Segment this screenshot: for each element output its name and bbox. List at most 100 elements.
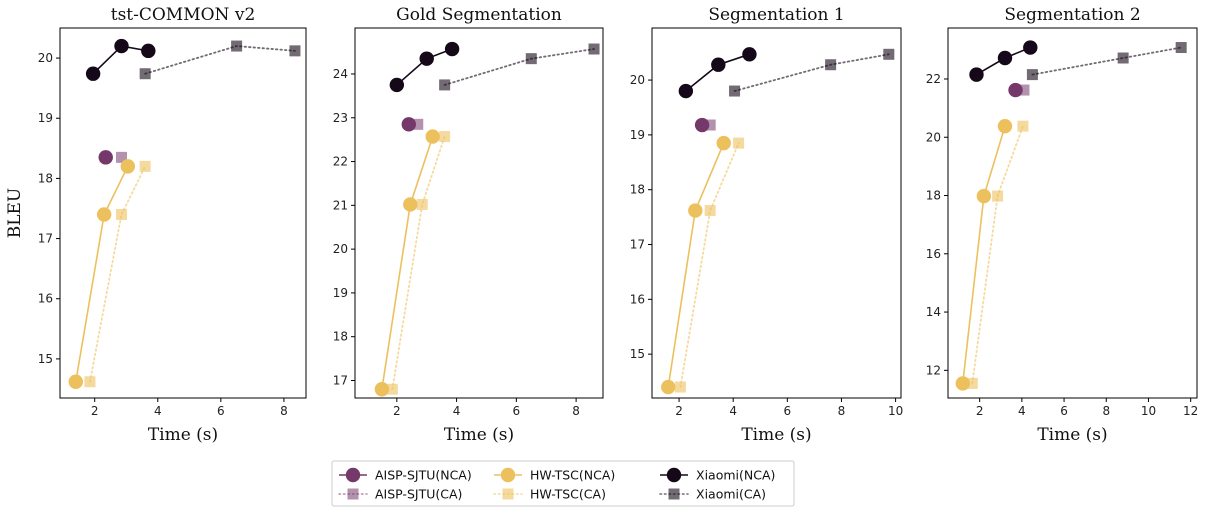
panel-3: 2 4 6 8 10 15 16 17 18 19 20 Segmentation 1 Time (s) — [630, 5, 904, 445]
x-tick-label: 2 — [675, 404, 683, 418]
panel-title: Segmentation 2 — [1004, 5, 1140, 25]
data-point — [96, 207, 112, 222]
data-point — [114, 38, 129, 54]
data-point — [966, 377, 978, 389]
legend-item-hw-tsc-nca: HW-TSC(NCA) — [494, 468, 615, 483]
x-tick-label: 8 — [1102, 404, 1110, 418]
x-tick-label: 2 — [976, 404, 984, 418]
y-tick-label: 14 — [926, 305, 941, 319]
data-point — [116, 151, 127, 163]
y-tick-label: 21 — [333, 198, 348, 212]
y-tick-label: 23 — [333, 111, 348, 125]
series-line — [89, 165, 147, 383]
data-point — [688, 203, 703, 218]
series-line — [443, 48, 595, 86]
series-hw-tsc-nca — [374, 129, 440, 397]
x-axis-label: Time (s) — [1037, 425, 1107, 445]
legend-item-aisp-sjtu-nca: AISP-SJTU(NCA) — [339, 468, 472, 483]
data-point — [733, 137, 745, 149]
legend-marker — [666, 467, 682, 483]
y-tick-label: 17 — [630, 238, 645, 252]
plot-frame — [947, 27, 1198, 399]
series-aisp-sjtu-ca — [116, 151, 127, 163]
data-point — [883, 48, 895, 60]
series-line — [667, 142, 725, 388]
data-point — [694, 117, 710, 133]
data-point — [401, 117, 416, 132]
y-tick-label: 19 — [38, 111, 53, 125]
series-aisp-sjtu-ca — [412, 118, 424, 130]
x-axis-label: Time (s) — [148, 425, 218, 445]
y-tick-label: 15 — [38, 352, 53, 366]
data-point — [997, 50, 1013, 66]
x-tick-label: 4 — [729, 404, 737, 418]
legend-item-xiaomi-ca: Xiaomi(CA) — [659, 487, 766, 502]
y-tick-label: 16 — [38, 292, 53, 306]
data-point — [969, 67, 984, 82]
y-axis-label: BLEU — [5, 188, 25, 239]
data-point — [68, 374, 83, 389]
data-point — [439, 79, 451, 91]
plot-frame — [59, 27, 307, 399]
x-tick-label: 2 — [393, 404, 401, 418]
data-point — [231, 40, 243, 52]
data-point — [997, 118, 1013, 134]
legend-label: Xiaomi(CA) — [696, 487, 766, 502]
series-line — [381, 136, 434, 390]
data-point — [425, 129, 440, 144]
series-xiaomi-nca — [389, 41, 460, 93]
series-line — [679, 142, 740, 388]
legend-label: Xiaomi(NCA) — [696, 468, 775, 483]
y-tick-label: 18 — [630, 183, 645, 197]
legend-marker — [345, 467, 361, 483]
legend: AISP-SJTU(NCA) AISP-SJTU(CA) HW-TSC(NCA) HW… — [331, 460, 795, 507]
y-tick-label: 20 — [333, 242, 348, 256]
y-tick-label: 19 — [333, 286, 348, 300]
y-tick-label: 18 — [38, 171, 53, 185]
legend-item-hw-tsc-ca: HW-TSC(CA) — [493, 487, 606, 502]
plot-frame — [354, 27, 604, 399]
plot-frame — [651, 27, 902, 399]
data-point — [98, 150, 113, 165]
data-point — [588, 43, 600, 55]
data-point — [139, 68, 151, 80]
y-tick-label: 17 — [38, 232, 53, 246]
series-hw-tsc-nca — [955, 118, 1013, 391]
data-point — [439, 131, 451, 143]
panel-title: Segmentation 1 — [708, 5, 844, 25]
x-tick-label: 4 — [154, 404, 162, 418]
x-tick-label: 8 — [838, 404, 846, 418]
data-point — [976, 188, 992, 204]
x-tick-label: 10 — [888, 404, 903, 418]
data-point — [289, 45, 301, 57]
legend-marker — [668, 488, 680, 500]
series-hw-tsc-ca — [674, 137, 745, 393]
series-hw-tsc-ca — [84, 160, 151, 388]
data-point — [389, 77, 405, 93]
legend-item-xiaomi-nca: Xiaomi(NCA) — [660, 468, 775, 483]
series-aisp-sjtu-ca — [1018, 84, 1030, 96]
series-line — [391, 135, 446, 391]
legend-label: AISP-SJTU(CA) — [375, 487, 462, 502]
series-hw-tsc-nca — [68, 159, 136, 389]
y-tick-label: 16 — [926, 247, 941, 261]
data-point — [711, 57, 726, 72]
series-line — [1031, 46, 1183, 76]
y-tick-label: 16 — [630, 292, 645, 306]
data-point — [674, 381, 686, 393]
legend-item-aisp-sjtu-ca: AISP-SJTU(CA) — [338, 487, 462, 502]
data-point — [678, 83, 694, 99]
data-point — [1018, 84, 1030, 96]
data-point — [1175, 42, 1187, 54]
legend-label: AISP-SJTU(NCA) — [375, 468, 472, 483]
data-point — [412, 118, 424, 130]
legend-marker — [500, 467, 516, 483]
series-aisp-sjtu-nca — [694, 117, 710, 133]
data-point — [444, 41, 460, 57]
legend-label: HW-TSC(CA) — [530, 487, 606, 502]
x-tick-label: 6 — [1060, 404, 1068, 418]
x-tick-label: 10 — [1141, 404, 1156, 418]
data-point — [525, 53, 537, 65]
series-line — [144, 45, 296, 75]
